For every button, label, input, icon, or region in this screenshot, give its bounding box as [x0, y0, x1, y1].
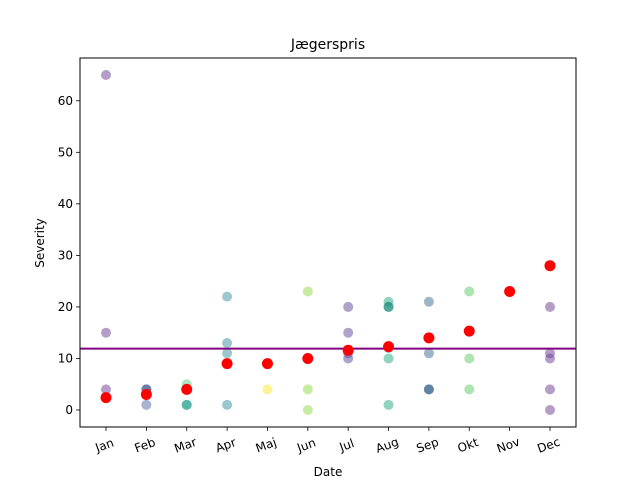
y-tick-label: 20 — [58, 300, 73, 314]
scatter-point — [222, 291, 233, 302]
scatter-point — [545, 404, 555, 415]
y-tick-label: 40 — [58, 197, 73, 211]
scatter-point — [464, 384, 475, 395]
y-tick-label: 0 — [65, 403, 73, 417]
scatter-point — [302, 384, 313, 395]
mean-point — [100, 392, 112, 404]
y-tick-label: 10 — [58, 351, 73, 365]
scatter-point — [101, 70, 111, 81]
mean-point — [463, 325, 475, 337]
mean-point — [342, 344, 354, 356]
scatter-point — [383, 353, 394, 364]
scatter-point — [464, 286, 475, 297]
mean-point — [181, 383, 193, 395]
mean-point — [221, 358, 233, 370]
scatter-point — [383, 399, 394, 410]
scatter-point — [545, 301, 555, 312]
plot-frame — [79, 57, 577, 428]
y-tick-label: 30 — [58, 248, 73, 262]
scatter-point — [383, 301, 394, 312]
x-tick-label: Maj — [254, 435, 279, 455]
mean-point — [504, 285, 516, 297]
scatter-point — [545, 353, 555, 364]
scatter-point — [423, 296, 434, 307]
y-axis-label: Severity — [33, 218, 47, 268]
scatter-point — [423, 348, 434, 359]
scatter-point — [343, 301, 354, 312]
mean-point — [544, 260, 556, 272]
scatter-point — [181, 399, 192, 410]
x-tick-label: Jan — [93, 435, 116, 455]
scatter-point — [262, 384, 273, 395]
scatter-point — [222, 337, 233, 348]
y-axis-ticks: 0 10 20 30 40 50 60 — [58, 94, 80, 417]
scatter-point — [302, 404, 313, 415]
x-tick-label: Jun — [294, 435, 317, 455]
scatter-point — [101, 327, 111, 338]
mean-point — [383, 341, 395, 353]
x-tick-label: Jul — [337, 436, 356, 454]
scatter-point — [343, 353, 354, 364]
mean-point — [261, 358, 273, 370]
x-axis-label: Date — [314, 465, 343, 479]
scatter-point — [222, 348, 233, 359]
scatter-point — [343, 327, 354, 338]
scatter-point — [222, 399, 233, 410]
x-tick-label: Feb — [133, 435, 158, 455]
scatter-point — [302, 286, 313, 297]
x-tick-label: Okt — [456, 435, 481, 455]
scatter-point — [101, 384, 111, 395]
mean-point — [302, 352, 314, 364]
chart-title: Jægerspris — [290, 37, 365, 53]
chart-marks — [80, 70, 576, 415]
mean-point — [423, 332, 435, 344]
x-tick-label: Apr — [214, 435, 238, 455]
y-tick-label: 60 — [58, 94, 73, 108]
scatter-point — [545, 384, 555, 395]
y-tick-label: 50 — [58, 145, 73, 159]
scatter-point — [464, 353, 475, 364]
mean-point — [140, 389, 152, 401]
scatter-point — [141, 399, 152, 410]
scatter-point — [423, 384, 434, 395]
